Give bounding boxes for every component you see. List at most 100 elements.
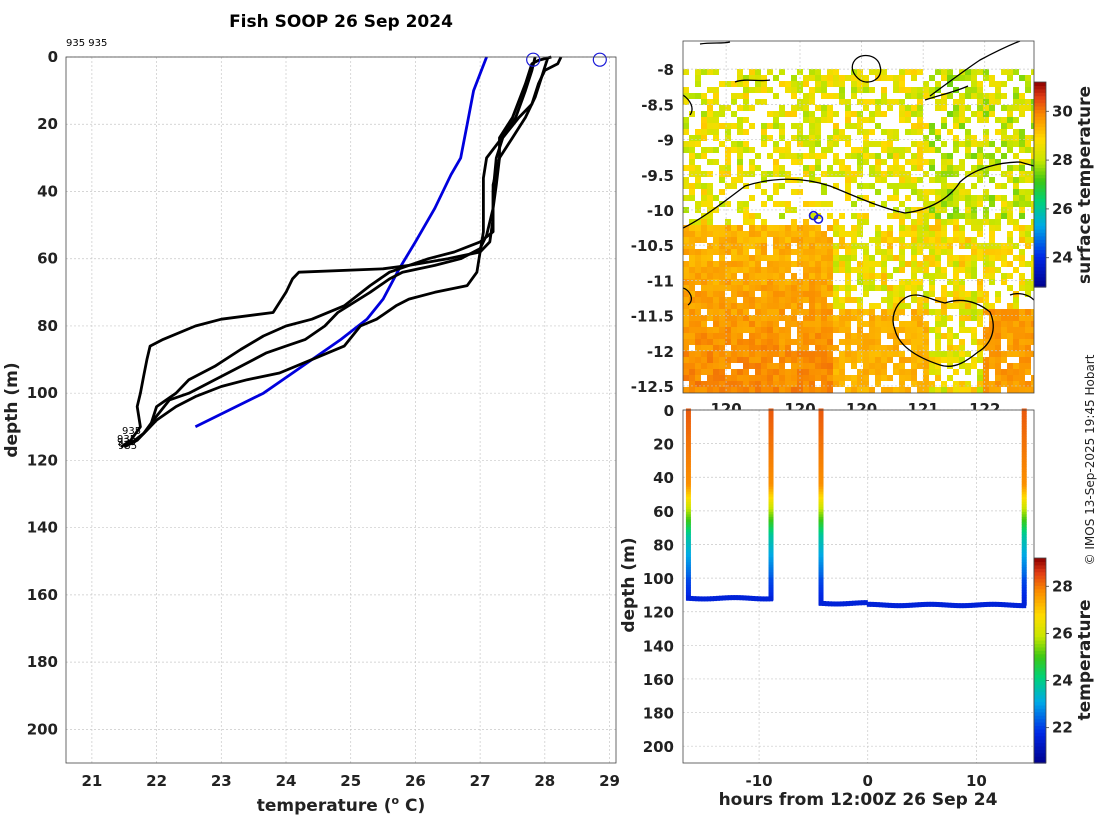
sst-cell (893, 147, 899, 153)
sst-cell (725, 219, 731, 225)
sst-cell (839, 255, 845, 261)
sst-cell (881, 273, 887, 279)
x-label-unit: C) (399, 796, 425, 816)
sst-cell (719, 225, 725, 231)
sst-cell (713, 159, 719, 165)
sst-cell (767, 255, 773, 261)
cast-sample (818, 421, 824, 425)
sst-cell (689, 261, 695, 267)
sst-cell (725, 351, 731, 357)
cast-sample (818, 436, 824, 440)
sst-cell (719, 105, 725, 111)
sst-cell (761, 273, 767, 279)
sst-cell (977, 345, 983, 351)
sst-cell (803, 309, 809, 315)
sst-cell (875, 321, 881, 327)
sst-cell (857, 117, 863, 123)
cast-sample (818, 564, 824, 568)
sst-cell (995, 81, 1001, 87)
cast-sample (768, 438, 774, 442)
bottom-sample (748, 595, 753, 601)
sst-cell (833, 243, 839, 249)
sst-cell (773, 273, 779, 279)
sst-cell (947, 129, 953, 135)
sst-cell (863, 153, 869, 159)
sst-cell (971, 201, 977, 207)
sst-cell (1001, 69, 1007, 75)
sst-cell (785, 153, 791, 159)
cast-sample (768, 509, 774, 513)
sst-cell (719, 315, 725, 321)
sst-cell (731, 147, 737, 153)
sst-cell (1025, 309, 1031, 315)
sst-cell (905, 195, 911, 201)
sst-cell (809, 285, 815, 291)
sst-cell (725, 183, 731, 189)
sst-cell (845, 177, 851, 183)
sst-cell (959, 243, 965, 249)
sst-cell (725, 249, 731, 255)
colorbar-segment (1034, 759, 1046, 764)
sst-cell (791, 357, 797, 363)
sst-cell (971, 387, 977, 393)
sst-cell (851, 249, 857, 255)
sst-cell (941, 165, 947, 171)
sst-cell (683, 357, 689, 363)
sst-cell (995, 291, 1001, 297)
sst-cell (719, 327, 725, 333)
sst-cell (1001, 351, 1007, 357)
sst-cell (899, 225, 905, 231)
ship-track (808, 210, 824, 224)
sst-cell (953, 111, 959, 117)
sst-cell (725, 285, 731, 291)
sst-cell (827, 333, 833, 339)
sst-cell (809, 99, 815, 105)
sst-cell (851, 237, 857, 243)
sst-cell (851, 351, 857, 357)
sst-cell (1007, 375, 1013, 381)
cast-sample (768, 544, 774, 548)
cast-sample (685, 529, 691, 533)
bottom-sample (863, 600, 868, 606)
sst-cell (917, 153, 923, 159)
sst-cell (869, 327, 875, 333)
sst-cell (977, 99, 983, 105)
sst-cell (923, 303, 929, 309)
sst-cell (833, 249, 839, 255)
sst-cell (797, 297, 803, 303)
sst-cell (947, 159, 953, 165)
sst-cell (743, 369, 749, 375)
sst-cell (899, 249, 905, 255)
sst-cell (917, 105, 923, 111)
sst-cell (1013, 153, 1019, 159)
sst-cell (929, 279, 935, 285)
sst-cell (983, 255, 989, 261)
section-y-tick-label: 80 (653, 536, 674, 554)
cast-sample (1021, 504, 1027, 508)
section-casts (685, 408, 1027, 609)
cast-sample (768, 448, 774, 452)
sst-cell (857, 183, 863, 189)
sst-cell (1013, 363, 1019, 369)
sst-cell (839, 327, 845, 333)
sst-cell (767, 345, 773, 351)
sst-cell (803, 375, 809, 381)
cast-sample (1021, 456, 1027, 460)
colorbar-segment (1034, 629, 1046, 634)
sst-cell (971, 267, 977, 273)
sst-cell (911, 279, 917, 285)
sst-cell (767, 369, 773, 375)
sst-cell (1007, 333, 1013, 339)
cast-sample (685, 527, 691, 531)
x-tick-label: 25 (340, 772, 361, 790)
colorbar-frame (1033, 557, 1047, 764)
sst-cell (833, 303, 839, 309)
sst-cell (983, 363, 989, 369)
sst-cell (773, 333, 779, 339)
sst-cell (983, 369, 989, 375)
sst-cell (959, 231, 965, 237)
colorbar-segment (1034, 222, 1046, 227)
sst-cell (881, 159, 887, 165)
cast-sample (1021, 529, 1027, 533)
